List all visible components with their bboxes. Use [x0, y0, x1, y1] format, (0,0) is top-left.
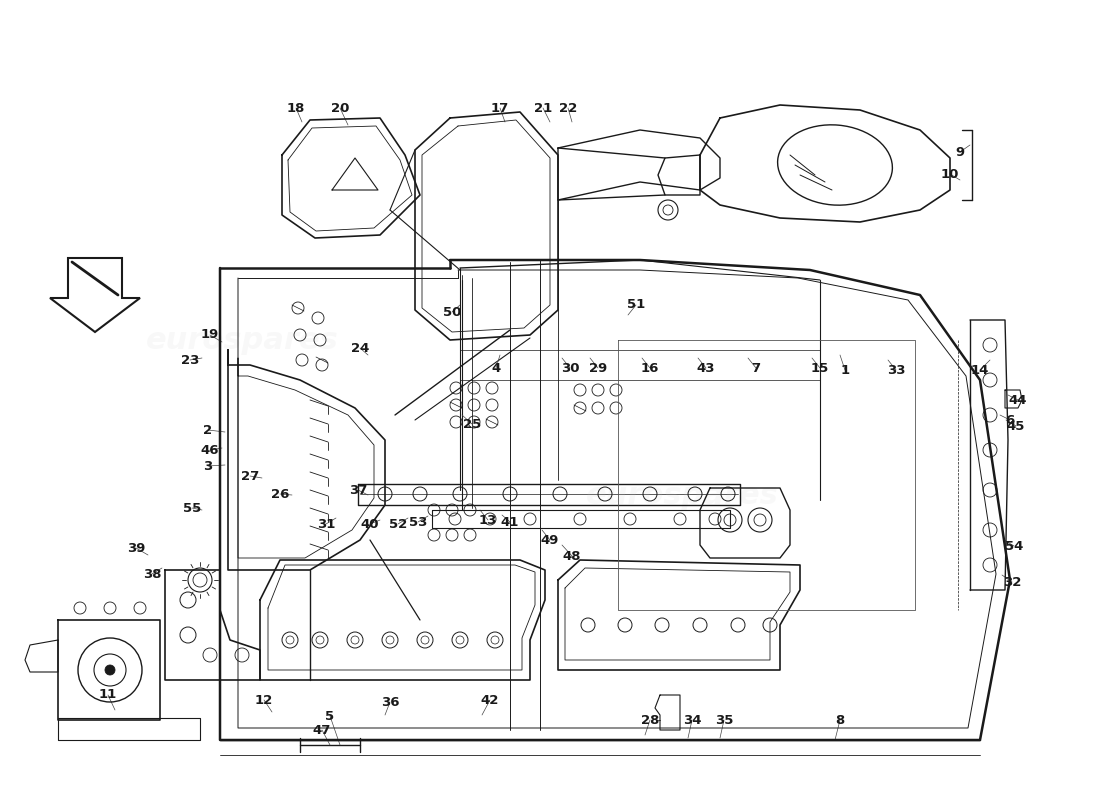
Text: 32: 32: [1003, 575, 1021, 589]
Text: 1: 1: [840, 363, 849, 377]
Text: 30: 30: [561, 362, 580, 374]
Text: 38: 38: [143, 567, 162, 581]
Text: 36: 36: [381, 695, 399, 709]
Text: 25: 25: [463, 418, 481, 430]
Text: 29: 29: [588, 362, 607, 374]
Text: 54: 54: [1004, 539, 1023, 553]
Text: 23: 23: [180, 354, 199, 366]
Text: 46: 46: [200, 443, 219, 457]
Text: 19: 19: [201, 329, 219, 342]
Text: 55: 55: [183, 502, 201, 514]
Text: 5: 5: [326, 710, 334, 722]
Text: 44: 44: [1009, 394, 1027, 406]
Text: 15: 15: [811, 362, 829, 374]
Text: 34: 34: [683, 714, 702, 726]
Text: 50: 50: [443, 306, 461, 318]
Text: 8: 8: [835, 714, 845, 726]
Text: 33: 33: [887, 363, 905, 377]
Text: 12: 12: [255, 694, 273, 706]
Text: 24: 24: [351, 342, 370, 354]
Text: 3: 3: [204, 459, 212, 473]
Text: 31: 31: [317, 518, 336, 530]
Text: 26: 26: [271, 487, 289, 501]
Text: 52: 52: [389, 518, 407, 530]
Text: 13: 13: [478, 514, 497, 526]
Text: 48: 48: [563, 550, 581, 562]
Text: 17: 17: [491, 102, 509, 114]
Text: 40: 40: [361, 518, 379, 530]
Text: 43: 43: [696, 362, 715, 374]
Text: 47: 47: [312, 723, 331, 737]
Text: 4: 4: [492, 362, 500, 374]
Text: 51: 51: [627, 298, 645, 311]
Circle shape: [104, 665, 116, 675]
Text: 28: 28: [641, 714, 659, 726]
Text: 39: 39: [126, 542, 145, 554]
Text: 7: 7: [751, 362, 760, 374]
Text: 10: 10: [940, 167, 959, 181]
Text: 2: 2: [204, 423, 212, 437]
Text: 45: 45: [1006, 419, 1025, 433]
Text: 16: 16: [641, 362, 659, 374]
Text: 53: 53: [409, 515, 427, 529]
Text: 6: 6: [1005, 414, 1014, 426]
Text: eurospares: eurospares: [145, 326, 339, 354]
Text: 41: 41: [500, 515, 519, 529]
Text: 21: 21: [534, 102, 552, 114]
Text: 42: 42: [481, 694, 499, 706]
Text: eurospares: eurospares: [585, 482, 779, 510]
Text: 9: 9: [956, 146, 965, 158]
Text: 27: 27: [241, 470, 260, 482]
Text: 22: 22: [559, 102, 578, 114]
Text: 35: 35: [715, 714, 734, 726]
Text: 18: 18: [287, 102, 305, 114]
Text: 11: 11: [99, 689, 117, 702]
Text: 49: 49: [541, 534, 559, 546]
Text: 20: 20: [331, 102, 349, 114]
Text: 14: 14: [971, 363, 989, 377]
Text: 37: 37: [349, 483, 367, 497]
